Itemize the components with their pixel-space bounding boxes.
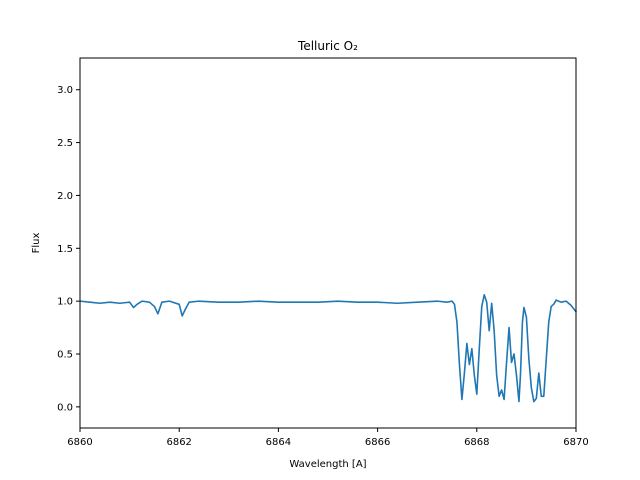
x-tick-label: 6870 [563, 437, 588, 448]
x-axis-ticks: 6860 6862 6864 6866 6868 6870 [67, 428, 589, 448]
y-tick-label: 2.5 [57, 138, 73, 149]
x-tick-label: 6860 [67, 437, 92, 448]
chart-title: Telluric O₂ [297, 39, 358, 53]
plot-frame [79, 57, 577, 429]
y-tick-label: 1.5 [57, 244, 73, 255]
y-axis-label: Flux [31, 233, 42, 254]
x-tick-label: 6862 [166, 437, 191, 448]
x-tick-label: 6866 [365, 437, 390, 448]
x-tick-label: 6864 [266, 437, 291, 448]
y-tick-label: 1.0 [57, 297, 73, 308]
y-tick-label: 2.0 [57, 191, 73, 202]
y-tick-label: 0.0 [57, 402, 73, 413]
y-tick-label: 3.0 [57, 85, 73, 96]
y-axis-ticks: 0.0 0.5 1.0 1.5 2.0 2.5 3.0 [57, 85, 80, 413]
x-tick-label: 6868 [464, 437, 489, 448]
x-axis-label: Wavelength [A] [289, 459, 366, 470]
series-line [79, 294, 577, 403]
y-tick-label: 0.5 [57, 350, 73, 361]
